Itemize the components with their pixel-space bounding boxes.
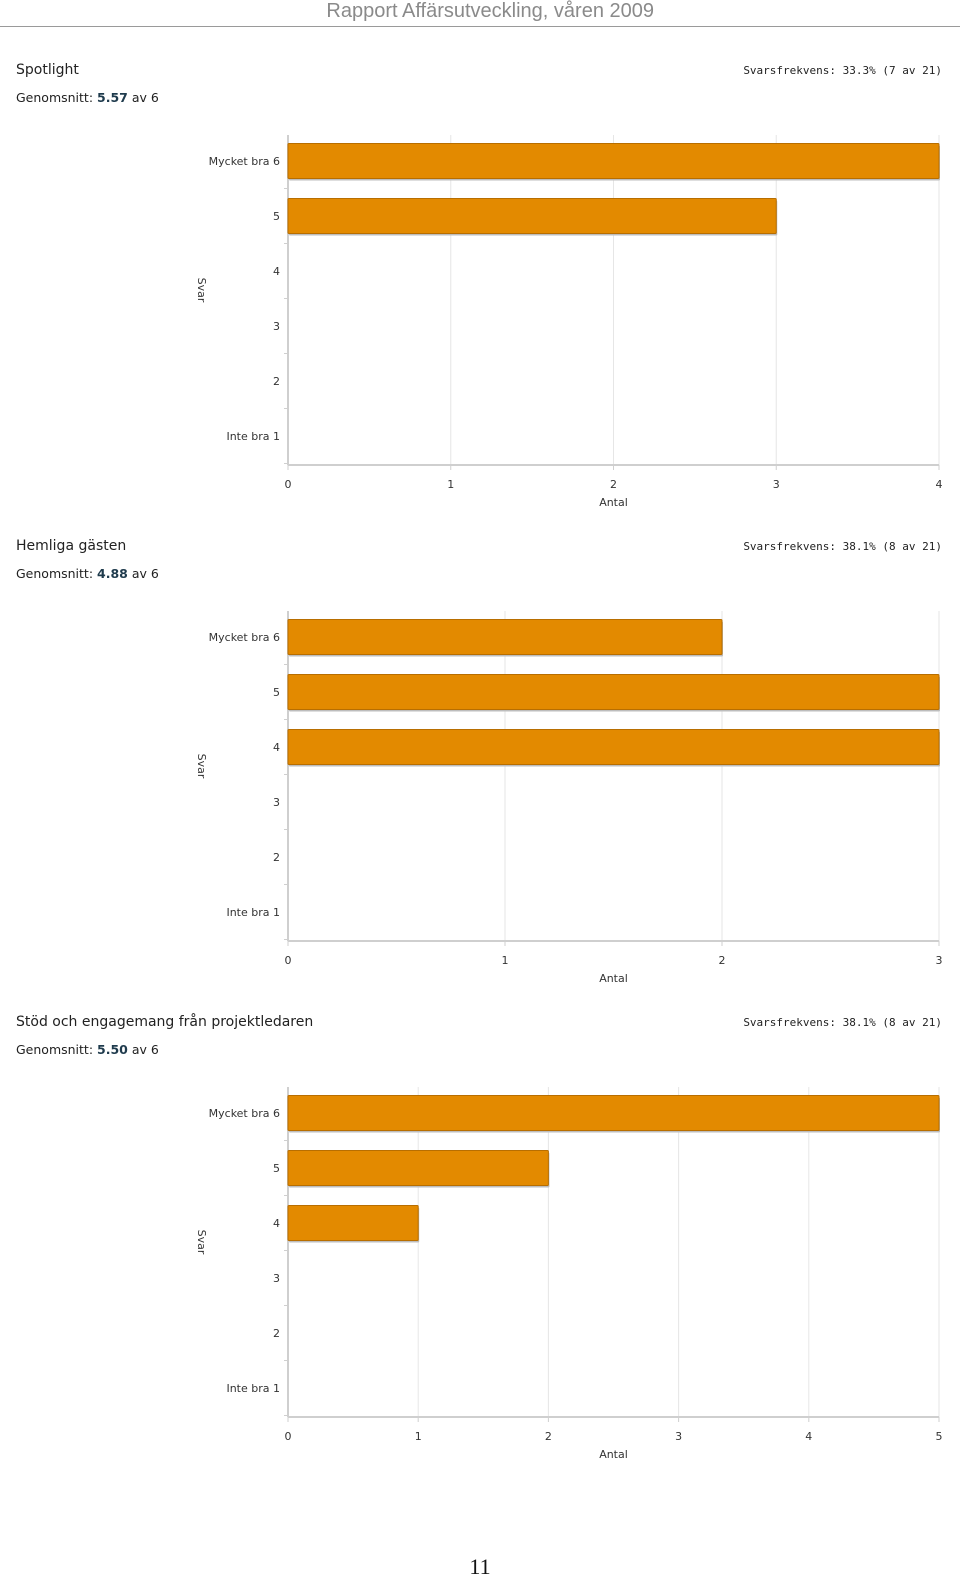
section-spotlight: Spotlight Svarsfrekvens: 33.3% (7 av 21)…	[0, 62, 960, 542]
report-title: Rapport Affärsutveckling, våren 2009	[326, 0, 654, 22]
y-axis-title: Svar	[195, 278, 208, 303]
average-line: Genomsnitt: 5.57 av 6	[16, 90, 159, 105]
average-suffix: av 6	[131, 566, 159, 581]
average-label: Genomsnitt:	[16, 566, 94, 581]
y-category-label: Mycket bra 6	[209, 1107, 280, 1120]
bar	[287, 143, 940, 179]
x-tick-label: 0	[285, 1430, 292, 1443]
x-tick-label: 0	[285, 478, 292, 491]
y-category-label: 5	[273, 1162, 280, 1175]
bar	[287, 729, 940, 765]
x-tick-label: 2	[719, 954, 726, 967]
y-category-label: 2	[273, 851, 280, 864]
y-category-label: Inte bra 1	[226, 1382, 280, 1395]
average-suffix: av 6	[131, 1042, 159, 1057]
bar	[287, 674, 940, 710]
x-tick-label: 3	[936, 954, 943, 967]
average-label: Genomsnitt:	[16, 1042, 94, 1057]
y-axis-title: Svar	[195, 1230, 208, 1255]
y-category-label: 2	[273, 1327, 280, 1340]
response-rate: Svarsfrekvens: 38.1% (8 av 21)	[743, 540, 942, 553]
average-value: 5.50	[97, 1042, 128, 1057]
section-title: Spotlight	[16, 62, 79, 78]
section-hemliga-gasten: Hemliga gästen Svarsfrekvens: 38.1% (8 a…	[0, 538, 960, 1018]
y-category-label: 2	[273, 375, 280, 388]
x-tick-label: 1	[447, 478, 454, 491]
x-tick-label: 3	[675, 1430, 682, 1443]
y-category-label: Mycket bra 6	[209, 155, 280, 168]
x-axis-title: Antal	[599, 496, 628, 509]
bar	[287, 1150, 549, 1186]
y-category-label: Mycket bra 6	[209, 631, 280, 644]
x-tick-label: 4	[936, 478, 943, 491]
section-title: Hemliga gästen	[16, 538, 127, 554]
average-value: 5.57	[97, 90, 128, 105]
x-tick-label: 3	[773, 478, 780, 491]
y-category-label: 4	[273, 265, 280, 278]
section-stod-och-engagemang: Stöd och engagemang från projektledaren …	[0, 1014, 960, 1494]
response-rate: Svarsfrekvens: 33.3% (7 av 21)	[743, 64, 942, 77]
y-category-label: 4	[273, 1217, 280, 1230]
x-axis-title: Antal	[599, 972, 628, 985]
bar	[287, 619, 723, 655]
y-category-label: 3	[273, 796, 280, 809]
x-tick-label: 2	[610, 478, 617, 491]
x-tick-label: 1	[502, 954, 509, 967]
average-line: Genomsnitt: 5.50 av 6	[16, 1042, 159, 1057]
y-category-label: 3	[273, 320, 280, 333]
response-rate: Svarsfrekvens: 38.1% (8 av 21)	[743, 1016, 942, 1029]
bar-chart-hemliga-gasten: 0 1 2 3 Mycket bra 6 5 4 3 2 Inte bra 1 Antal Svar	[195, 611, 943, 985]
page-number: 11	[469, 1554, 491, 1579]
y-axis-title: Svar	[195, 754, 208, 779]
bar-chart-stod-och-engagemang: 0 1 2 3 4 5 Mycket bra 6 5 4 3 2 Inte bra 1 Antal Sva…	[195, 1087, 943, 1461]
average-value: 4.88	[97, 566, 128, 581]
y-category-label: 3	[273, 1272, 280, 1285]
page-header: Rapport Affärsutveckling, våren 2009	[0, 0, 960, 27]
average-suffix: av 6	[131, 90, 159, 105]
y-category-label: Inte bra 1	[226, 906, 280, 919]
bar	[287, 198, 777, 234]
bar-chart-spotlight: 0 1 2 3 4 Mycket bra 6 5 4 3 2 Inte bra 1 Antal Svar	[195, 135, 943, 509]
y-category-label: 5	[273, 210, 280, 223]
y-category-label: 4	[273, 741, 280, 754]
x-tick-label: 4	[805, 1430, 812, 1443]
x-tick-label: 5	[936, 1430, 943, 1443]
y-category-label: 5	[273, 686, 280, 699]
y-category-label: Inte bra 1	[226, 430, 280, 443]
x-axis-title: Antal	[599, 1448, 628, 1461]
bar	[287, 1205, 419, 1241]
x-tick-label: 0	[285, 954, 292, 967]
bar	[287, 1095, 940, 1131]
average-label: Genomsnitt:	[16, 90, 94, 105]
x-tick-label: 2	[545, 1430, 552, 1443]
section-title: Stöd och engagemang från projektledaren	[16, 1014, 314, 1030]
average-line: Genomsnitt: 4.88 av 6	[16, 566, 159, 581]
x-tick-label: 1	[415, 1430, 422, 1443]
